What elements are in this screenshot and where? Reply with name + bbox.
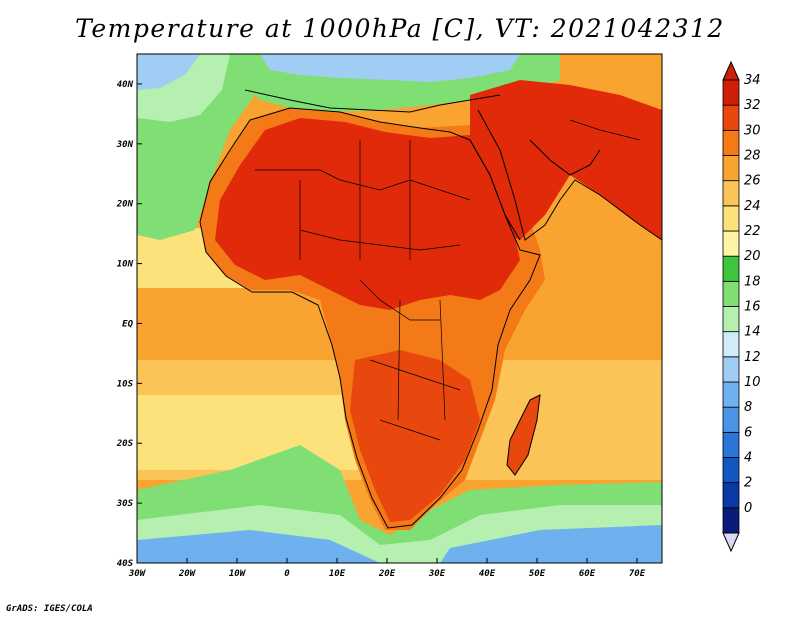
madagascar-coast bbox=[506, 394, 541, 476]
plot-frame bbox=[136, 53, 663, 564]
colorbar-label: 6 bbox=[744, 425, 752, 440]
colorbar-swatch bbox=[722, 431, 740, 458]
colorbar-label: 18 bbox=[744, 274, 761, 289]
colorbar-swatch bbox=[722, 356, 740, 383]
colorbar-label: 4 bbox=[744, 451, 752, 466]
europe-blue bbox=[260, 54, 520, 82]
lat-tick-label: 20S bbox=[116, 439, 134, 449]
persian-gulf-coast bbox=[529, 139, 601, 176]
mediterranean-coast bbox=[244, 89, 501, 113]
africa-coastline bbox=[199, 107, 541, 529]
lat-tick-label: 10N bbox=[117, 260, 134, 270]
lon-tick-label: 10W bbox=[229, 569, 247, 579]
colorbar-label: 16 bbox=[744, 300, 761, 315]
arabia-hot bbox=[470, 80, 662, 240]
colorbar-label: 24 bbox=[744, 199, 761, 214]
lat-tick-label: 40N bbox=[117, 80, 134, 90]
colorbar-swatch bbox=[722, 306, 740, 333]
latitude-axis: 40N 30N 20N 10N EQ 10S 20S 30S 40S bbox=[116, 80, 142, 569]
lon-tick-label: 30E bbox=[428, 569, 446, 579]
border-lines bbox=[255, 119, 641, 441]
colorbar-label: 34 bbox=[744, 73, 761, 88]
lon-tick-label: 60E bbox=[579, 569, 596, 579]
red-sea-coast bbox=[469, 139, 521, 241]
colorbar-swatch bbox=[722, 129, 740, 156]
colorbar-label: 10 bbox=[744, 375, 761, 390]
lat-tick-label: 20N bbox=[116, 200, 134, 210]
colorbar-swatch bbox=[722, 230, 740, 257]
lon-tick-label: 70E bbox=[629, 569, 646, 579]
south-ocean-blue bbox=[137, 525, 662, 563]
lon-tick-label: 0 bbox=[284, 569, 290, 579]
colorbar-swatch bbox=[722, 255, 740, 282]
lat-tick-label: 30S bbox=[116, 499, 134, 509]
colorbar-swatch bbox=[722, 79, 740, 106]
lat-tick-label: 30N bbox=[116, 140, 134, 150]
lat-tick-label: 10S bbox=[117, 379, 134, 389]
southern-africa-hot bbox=[350, 350, 480, 522]
lat-tick-label: EQ bbox=[122, 319, 133, 329]
colorbar-label: 28 bbox=[744, 149, 761, 164]
colorbar-swatch bbox=[722, 280, 740, 307]
colorbar-swatch bbox=[722, 457, 740, 484]
colorbar-label: 0 bbox=[744, 501, 752, 516]
africa-hot bbox=[215, 118, 520, 310]
map-title: Temperature at 1000hPa [C], VT: 20210423… bbox=[75, 14, 725, 43]
colorbar-min-triangle bbox=[722, 532, 740, 553]
colorbar-swatch bbox=[722, 180, 740, 207]
coastlines bbox=[199, 89, 662, 529]
colorbar-max-triangle bbox=[722, 60, 740, 81]
colorbar-swatch bbox=[722, 406, 740, 433]
colorbar-label: 22 bbox=[744, 224, 761, 239]
temperature-field bbox=[137, 54, 662, 563]
colorbar-label: 14 bbox=[744, 325, 761, 340]
madagascar bbox=[507, 395, 540, 475]
lon-tick-label: 20E bbox=[378, 569, 396, 579]
lon-tick-label: 10E bbox=[329, 569, 346, 579]
colorbar-label: 20 bbox=[744, 249, 761, 264]
arabia-coastline bbox=[477, 109, 662, 241]
ocean-pale-band bbox=[137, 395, 367, 470]
colorbar-swatch bbox=[722, 331, 740, 358]
lon-tick-label: 40E bbox=[479, 569, 496, 579]
lon-tick-label: 30W bbox=[128, 569, 147, 579]
colorbar-swatch bbox=[722, 482, 740, 509]
lon-tick-label: 50E bbox=[529, 569, 546, 579]
colorbar-label: 30 bbox=[744, 123, 761, 138]
colorbar-label: 2 bbox=[744, 476, 752, 491]
colorbar-label: 8 bbox=[744, 400, 752, 415]
colorbar-swatch bbox=[722, 381, 740, 408]
colorbar-swatch bbox=[722, 205, 740, 232]
colorbar-swatch bbox=[722, 104, 740, 131]
colorbar-label: 26 bbox=[744, 174, 761, 189]
colorbar-swatch bbox=[722, 155, 740, 182]
colorbar-label: 32 bbox=[744, 98, 761, 113]
north-atlantic-blue bbox=[137, 54, 200, 90]
lon-tick-label: 20W bbox=[178, 569, 197, 579]
colorbar-swatch bbox=[722, 507, 740, 534]
lat-tick-label: 40S bbox=[117, 559, 134, 569]
credit-label: GrADS: IGES/COLA bbox=[6, 604, 93, 614]
longitude-axis: 30W 20W 10W 0 10E 20E 30E 40E 50E 60E 70E bbox=[128, 558, 646, 579]
colorbar-label: 12 bbox=[744, 350, 761, 365]
